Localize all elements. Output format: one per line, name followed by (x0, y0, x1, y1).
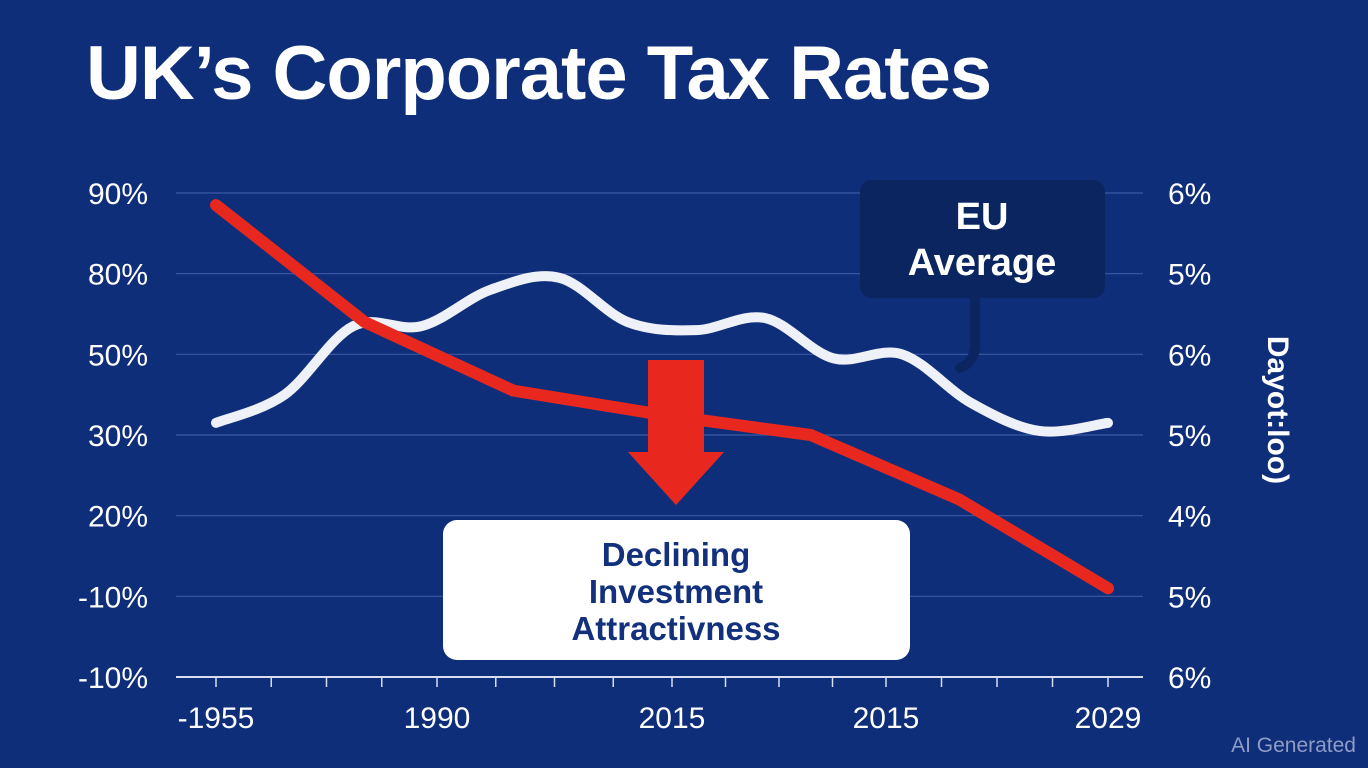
right-axis-label: Dayot:loo) (1261, 336, 1294, 484)
ai-generated-watermark: AI Generated (1231, 734, 1356, 757)
declining-investment-callout: Declining Investment Attractivness (443, 520, 910, 660)
y-left-tick-label: -10% (78, 581, 148, 614)
y-right-tick-label: 5% (1168, 581, 1211, 614)
callout-text: Declining Investment Attractivness (571, 536, 780, 647)
y-right-tick-label: 6% (1168, 178, 1211, 211)
x-tick-label: 2015 (639, 702, 706, 735)
eu-average-line (211, 271, 1113, 437)
y-left-tick-label: 20% (88, 501, 148, 534)
chart-title: UK’s Corporate Tax Rates (86, 31, 992, 116)
y-right-tick-label: 4% (1168, 501, 1211, 534)
x-tick-label: 2015 (853, 702, 920, 735)
eu-average-text: EU Average (908, 196, 1057, 284)
down-arrow-icon (628, 360, 724, 505)
callout-box (443, 520, 910, 660)
x-tick-label: -1955 (178, 702, 255, 735)
y-right-tick-label: 5% (1168, 259, 1211, 292)
y-left-tick-label: -10% (78, 662, 148, 695)
x-tick-label: 1990 (404, 702, 471, 735)
y-right-tick-label: 6% (1168, 662, 1211, 695)
y-left-tick-label: 30% (88, 420, 148, 453)
y-right-tick-label: 5% (1168, 420, 1211, 453)
eu-average-label: EU Average (860, 180, 1105, 373)
y-right-tick-label: 6% (1168, 339, 1211, 372)
y-left-tick-label: 90% (88, 178, 148, 211)
eu-average-box (860, 180, 1105, 298)
y-left-tick-label: 50% (88, 339, 148, 372)
x-tick-label: 2029 (1075, 702, 1142, 735)
y-left-tick-label: 80% (88, 259, 148, 292)
eu-average-pointer (955, 293, 980, 373)
